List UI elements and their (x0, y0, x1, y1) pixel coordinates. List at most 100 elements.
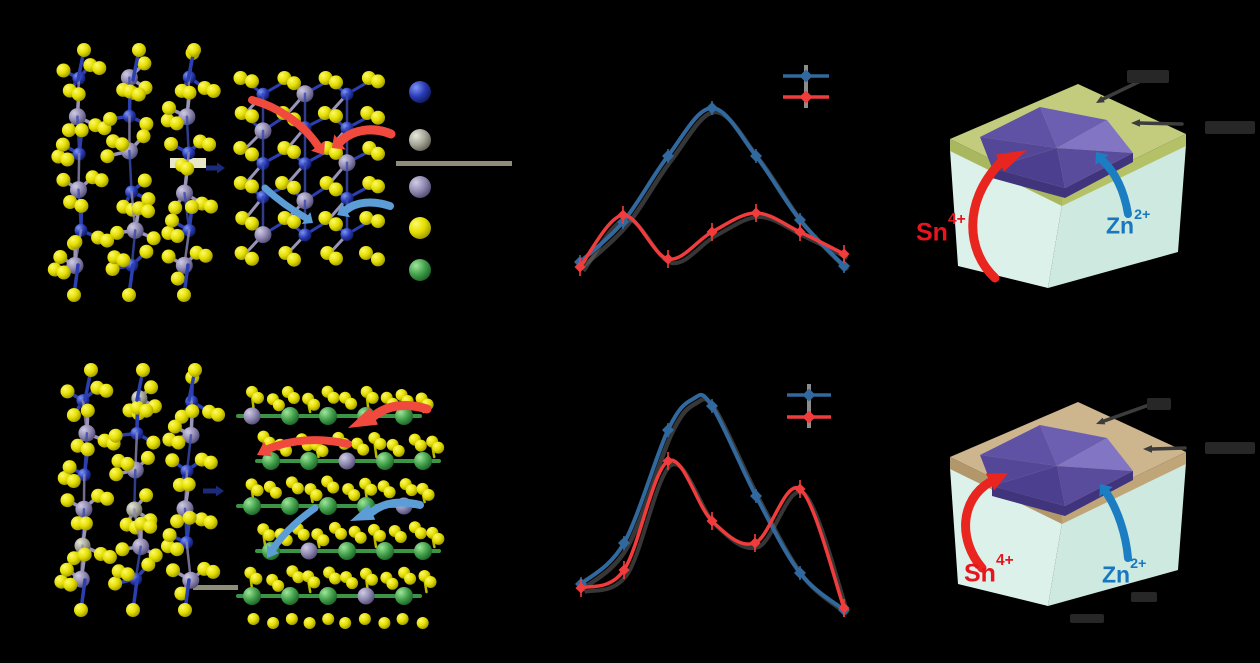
atom-yellow (74, 123, 89, 138)
atom-yellow (68, 235, 83, 249)
chart-top-red-marker (706, 226, 718, 238)
atom-yellow (422, 488, 435, 501)
atom-yellow (366, 391, 379, 404)
atom-blue (409, 81, 431, 103)
ion-label-sup: 4+ (947, 211, 966, 229)
atom-yellow (84, 363, 98, 377)
blue-ion-arrow-head (350, 504, 376, 521)
crystal-structure-top-left (47, 43, 221, 302)
ion-label-sn4-top: Sn4+ (916, 212, 966, 245)
crystal-structure-top-right (233, 71, 385, 267)
chart-bottom-legend-marker-blue (802, 388, 816, 402)
surface-pointer-arrow-shaft (1138, 121, 1184, 126)
atom-yellow (78, 516, 93, 531)
atom-yellow (59, 562, 74, 577)
ion-label-sup: 2+ (1134, 206, 1151, 223)
reaction-arrow-icon (203, 485, 224, 497)
atom-yellow (287, 214, 301, 229)
atom-yellow (371, 74, 385, 89)
atom-yellow (371, 110, 385, 125)
surface-pointer-arrow-head (1096, 417, 1106, 425)
atom-yellow (291, 482, 304, 495)
atom-yellow (329, 217, 343, 232)
olive-underline-top (396, 161, 512, 166)
red-ion-arrow-shaft (335, 125, 396, 147)
blue-ion-arrow-head (301, 212, 313, 224)
chart-bottom-red-marker (575, 582, 587, 594)
atom-yellow (206, 84, 221, 98)
atom-yellow (170, 542, 184, 557)
atom-yellow (170, 514, 185, 529)
atom-yellow (169, 116, 184, 131)
atom-yellow (204, 199, 218, 214)
atom-yellow (170, 271, 185, 286)
atom-yellow (66, 474, 81, 488)
atom-yellow (405, 484, 418, 497)
atom-yellow (122, 288, 136, 302)
atom-yellow (357, 443, 370, 456)
atom-yellow (316, 445, 329, 457)
atom-yellow (245, 179, 259, 194)
atom-yellow (165, 213, 179, 228)
atom-yellow (251, 484, 264, 497)
atom-yellow (310, 489, 323, 502)
atom-yellow (396, 613, 409, 625)
chart-top-red-marker (750, 207, 762, 219)
atom-yellow (348, 489, 361, 502)
faint-text-remnant (1131, 592, 1157, 602)
atom-yellow (131, 87, 146, 102)
atom-yellow (371, 214, 385, 229)
atom-green (262, 452, 280, 470)
atom-yellow (327, 391, 340, 404)
atom-yellow (182, 510, 197, 525)
atom-yellow (233, 141, 248, 155)
atom-yellow (269, 486, 282, 499)
chart-top (574, 101, 850, 276)
atom-yellow (308, 576, 321, 589)
atom-yellow (267, 617, 280, 629)
atom-yellow (141, 192, 156, 207)
faint-text-remnant (1205, 121, 1255, 134)
chart-bottom-blue-marker (706, 400, 718, 412)
atom-yellow (168, 200, 183, 215)
atom-yellow (371, 252, 385, 267)
atom-yellow (61, 123, 76, 138)
atom-yellow (137, 173, 152, 188)
atom-purple (357, 587, 375, 605)
atom-yellow (126, 603, 140, 617)
crystal-flake-facet (1040, 425, 1107, 466)
atom-yellow (99, 383, 114, 398)
atom-yellow (245, 251, 259, 266)
substrate-right-face (1048, 463, 1186, 606)
atom-yellow (245, 216, 259, 231)
sn-incorporation-arrow-shaft (968, 158, 1005, 283)
atom-yellow (327, 481, 340, 494)
atom-yellow (383, 486, 396, 499)
reaction-arrow-icon (206, 162, 225, 174)
chart-bottom-blue-marker (662, 424, 674, 436)
atom-yellow (178, 603, 192, 617)
substrate-left-face (950, 468, 1062, 606)
atom-yellow (94, 173, 109, 188)
atom-yellow (144, 380, 159, 395)
red-ion-arrow-shaft (369, 401, 432, 421)
atom-yellow (162, 101, 176, 115)
atom-yellow (139, 488, 154, 503)
red-ion-arrow-head (332, 134, 346, 150)
ion-label-sn4-bottom: Sn4+ (964, 553, 1014, 586)
atom-yellow (109, 467, 124, 482)
sn-incorporation-arrow-shaft (961, 477, 995, 573)
chart-top-red-marker (838, 248, 850, 260)
atom-yellow (322, 613, 335, 625)
atom-yellow (139, 244, 154, 259)
atom-yellow (365, 483, 378, 496)
sn-incorporation-arrow-head (985, 473, 1008, 491)
crystal-flake-side (992, 471, 1133, 516)
crystal-flake-facet (1057, 148, 1133, 188)
atom-yellow (170, 229, 185, 243)
atom-yellow (394, 531, 407, 543)
atom-yellow (180, 161, 195, 176)
atom-yellow (432, 441, 445, 454)
red-ion-arrow-head (311, 141, 325, 155)
atom-yellow (206, 564, 221, 579)
